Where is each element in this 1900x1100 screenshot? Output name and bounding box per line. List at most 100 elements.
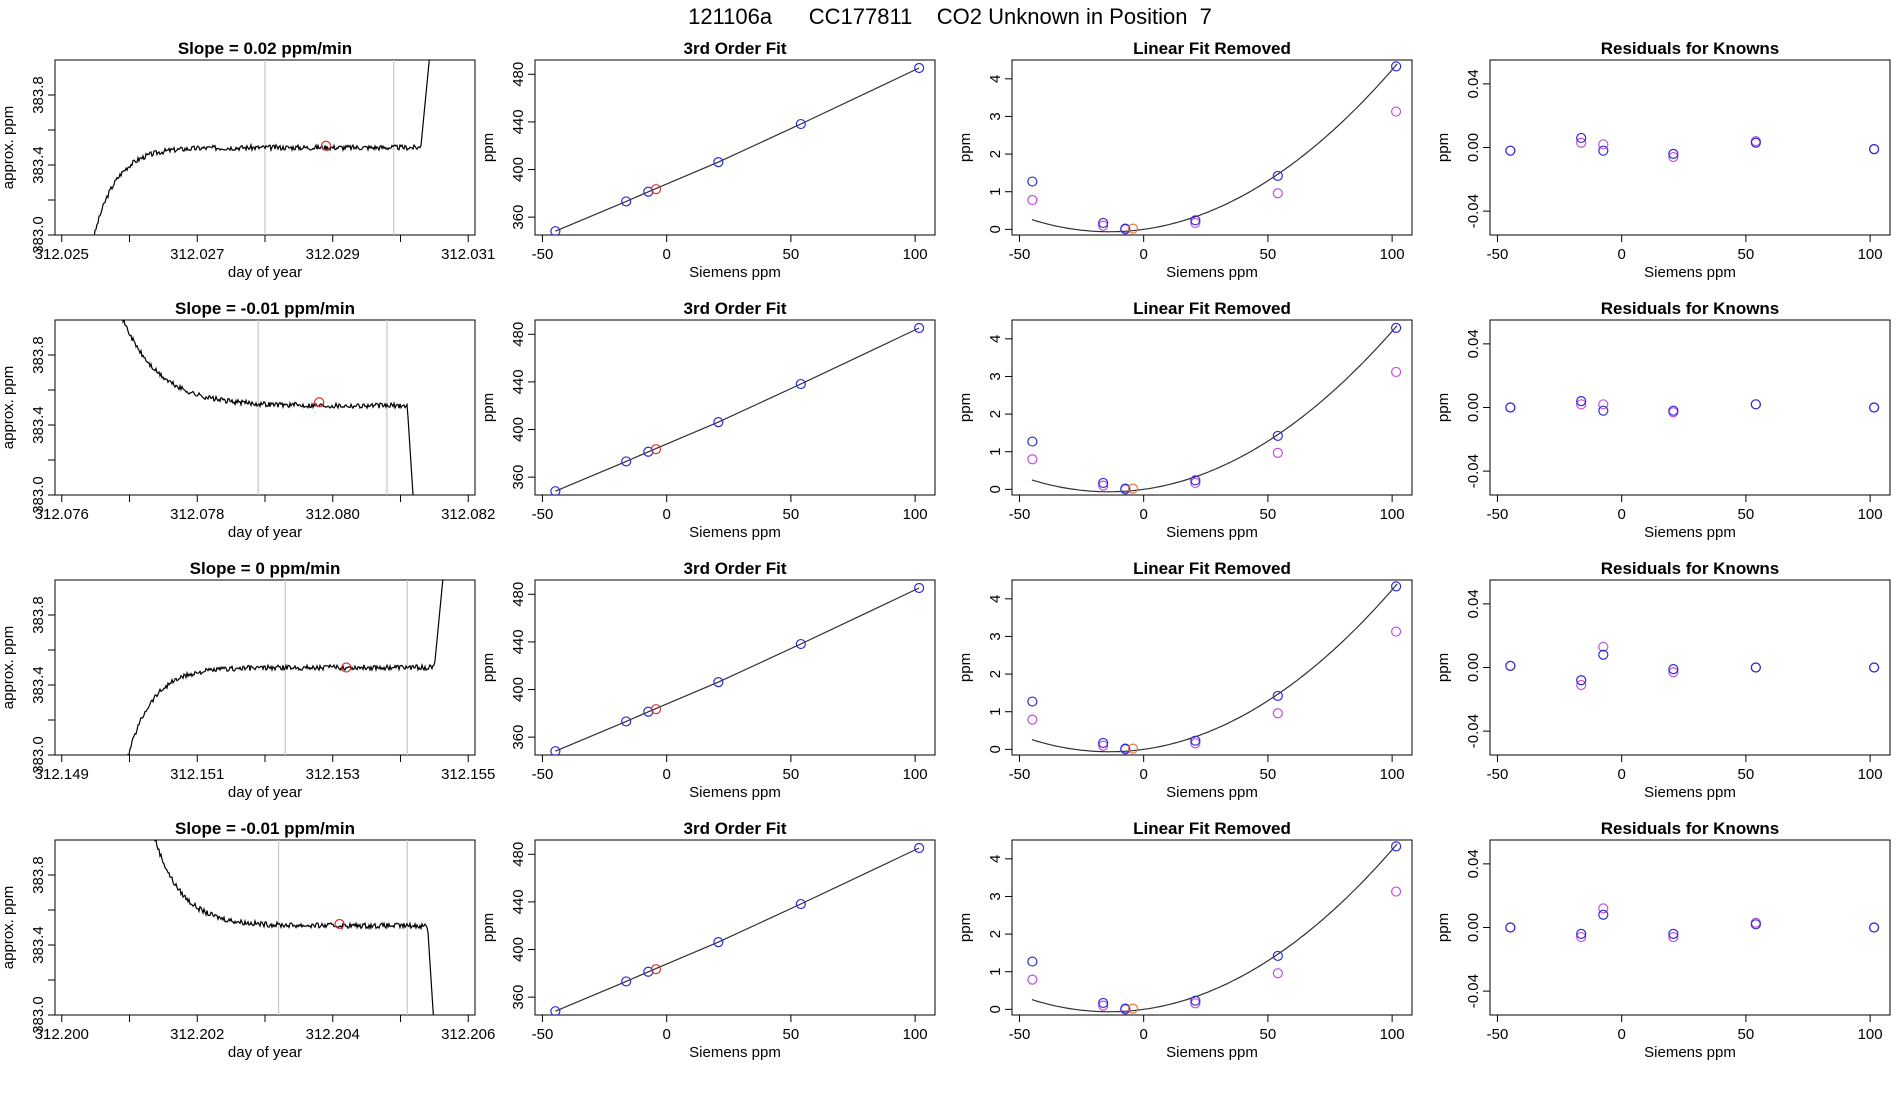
plot-area xyxy=(1027,581,1402,755)
known-point xyxy=(1668,405,1679,416)
alt-point xyxy=(1190,998,1201,1009)
y-tick-label: 383.4 xyxy=(30,406,47,444)
panel-3-3: Linear Fit Removed -50 0 50 100 Siemens ppm 0 1… xyxy=(957,559,1413,801)
unknown-point xyxy=(650,704,662,715)
x-tick-label: -50 xyxy=(532,1026,554,1043)
x-tick-label: 100 xyxy=(1858,766,1883,783)
x-tick-label: 312.153 xyxy=(306,766,360,783)
panel-title: Slope = 0.02 ppm/min xyxy=(178,39,352,58)
y-tick-label: 383.0 xyxy=(30,476,47,514)
x-axis-label: Siemens ppm xyxy=(689,524,781,541)
unknown-point xyxy=(650,444,662,455)
y-axis-label: ppm xyxy=(957,393,974,422)
y-tick-label: 440 xyxy=(510,889,527,914)
plot-frame xyxy=(534,839,936,1016)
alt-point xyxy=(1598,399,1609,410)
known-point xyxy=(1576,132,1587,144)
plot-frame xyxy=(54,319,476,496)
panel-4-4: Residuals for Knowns -50 0 50 100 Siemens ppm… xyxy=(1435,819,1891,1061)
known-point xyxy=(1505,660,1516,672)
x-tick-label: 312.206 xyxy=(441,1026,495,1043)
plot-frame xyxy=(534,319,936,496)
x-tick-label: 0 xyxy=(1618,506,1626,523)
panel-title: 3rd Order Fit xyxy=(684,819,787,838)
y-axis-label: ppm xyxy=(480,393,497,422)
alt-point xyxy=(1390,886,1402,897)
plot-area xyxy=(127,580,444,755)
plot-area xyxy=(122,320,414,495)
ppm-trace xyxy=(154,840,434,1015)
panel-title: Linear Fit Removed xyxy=(1133,39,1291,58)
x-tick-label: 312.027 xyxy=(170,246,224,263)
known-point xyxy=(550,1006,561,1015)
plot-frame xyxy=(1011,579,1413,756)
x-tick-label: 50 xyxy=(1260,246,1277,263)
x-tick-label: 100 xyxy=(903,766,928,783)
known-point xyxy=(1190,995,1201,1006)
alt-point xyxy=(1027,194,1038,206)
plot-frame xyxy=(1489,839,1891,1016)
known-point xyxy=(1120,1003,1131,1014)
plot-frame xyxy=(534,579,936,756)
x-tick-label: 100 xyxy=(1380,766,1405,783)
known-point xyxy=(1598,405,1609,416)
alt-point xyxy=(1576,137,1587,148)
y-tick-label: 400 xyxy=(510,417,527,442)
sample-marker xyxy=(320,140,332,151)
alt-point xyxy=(1668,667,1679,678)
y-tick-label: 440 xyxy=(510,629,527,654)
x-axis-label: Siemens ppm xyxy=(1644,784,1736,801)
unknown-point xyxy=(1127,223,1139,234)
alt-point xyxy=(1272,968,1283,979)
alt-point xyxy=(1272,188,1283,199)
panel-title: Residuals for Knowns xyxy=(1601,39,1780,58)
fit-line xyxy=(555,847,920,1012)
ppm-trace xyxy=(127,580,444,755)
y-tick-label: 3 xyxy=(987,372,1004,380)
x-axis-label: Siemens ppm xyxy=(1166,1044,1258,1061)
y-axis-label: ppm xyxy=(957,653,974,682)
unknown-point xyxy=(650,184,662,195)
unknown-point xyxy=(650,964,662,975)
known-point xyxy=(713,677,724,688)
y-tick-label: 0 xyxy=(987,225,1004,233)
known-point xyxy=(795,378,806,390)
x-tick-label: 50 xyxy=(1260,506,1277,523)
y-tick-label: 360 xyxy=(510,465,527,490)
known-point xyxy=(1598,145,1609,156)
known-point xyxy=(1098,477,1109,489)
y-tick-label: 440 xyxy=(510,369,527,394)
sample-marker xyxy=(341,662,352,673)
x-tick-label: 100 xyxy=(903,506,928,523)
x-tick-label: 312.155 xyxy=(441,766,495,783)
y-tick-label: 383.8 xyxy=(30,596,47,634)
alt-point xyxy=(1598,641,1609,652)
known-point xyxy=(1505,922,1516,933)
x-tick-label: -50 xyxy=(1009,506,1031,523)
x-tick-label: 50 xyxy=(783,246,800,263)
fit-line xyxy=(555,67,920,232)
alt-point xyxy=(1027,974,1038,985)
y-axis-label: ppm xyxy=(1435,913,1452,942)
y-tick-label: 2 xyxy=(987,150,1004,158)
alt-point xyxy=(1190,738,1201,749)
x-tick-label: 50 xyxy=(1260,766,1277,783)
x-tick-label: 312.082 xyxy=(441,506,495,523)
x-tick-label: 0 xyxy=(663,766,671,783)
y-axis-label: ppm xyxy=(957,913,974,942)
known-point xyxy=(1098,217,1109,229)
y-tick-label: 3 xyxy=(987,892,1004,900)
known-point xyxy=(1272,690,1283,702)
x-tick-label: 312.202 xyxy=(170,1026,224,1043)
known-point xyxy=(713,417,724,428)
unknown-point xyxy=(1127,743,1139,754)
panel-2-2: 3rd Order Fit -50 0 50 100 Siemens ppm 360 400 4… xyxy=(480,299,936,541)
plot-frame xyxy=(1489,319,1891,496)
alt-point xyxy=(1390,626,1402,637)
plot-area xyxy=(1505,903,1880,943)
x-tick-label: -50 xyxy=(1487,1026,1509,1043)
panel-1-2: 3rd Order Fit -50 0 50 100 Siemens ppm 360 400 4… xyxy=(480,39,936,281)
known-point xyxy=(795,638,806,650)
x-tick-label: 312.078 xyxy=(170,506,224,523)
known-point xyxy=(1505,145,1516,156)
